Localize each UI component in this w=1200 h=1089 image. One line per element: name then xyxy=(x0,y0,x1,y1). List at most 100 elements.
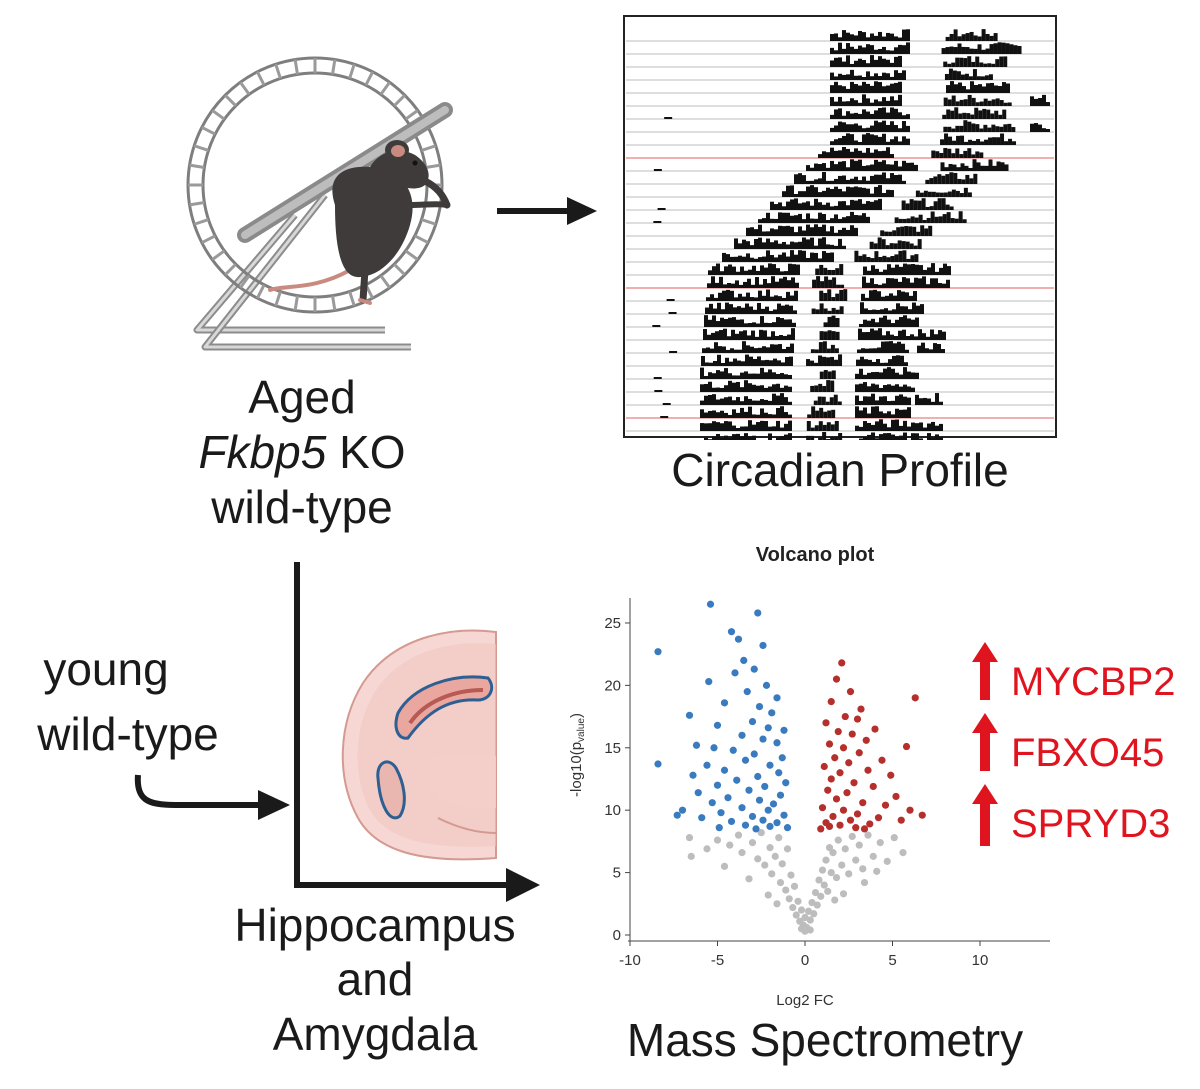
actogram-bar xyxy=(720,271,724,275)
actogram-bar xyxy=(754,258,758,262)
actogram-bar xyxy=(884,308,888,314)
actogram-bar xyxy=(949,34,954,41)
volcano-point-ns xyxy=(768,870,776,878)
actogram-bar xyxy=(1002,109,1007,119)
actogram-bar xyxy=(830,437,835,440)
actogram-bar xyxy=(753,309,757,314)
actogram-bar xyxy=(784,385,788,392)
actogram-bar xyxy=(899,425,903,431)
actogram-bar xyxy=(898,37,902,41)
actogram-bar xyxy=(879,387,883,392)
actogram-bar xyxy=(752,265,756,275)
volcano-point-up xyxy=(825,740,834,748)
actogram-bar xyxy=(796,264,800,275)
actogram-bar xyxy=(768,400,772,405)
actogram-bar xyxy=(871,424,875,431)
volcano-title: Volcano plot xyxy=(756,544,875,566)
actogram-bar xyxy=(729,304,733,314)
actogram-bar xyxy=(879,411,883,418)
actogram-bar xyxy=(748,406,752,418)
actogram-bar xyxy=(740,319,744,327)
actogram-bar xyxy=(945,47,950,54)
actogram-bar xyxy=(707,334,711,340)
actogram-bar xyxy=(719,330,723,340)
actogram-bar xyxy=(919,422,923,431)
actogram-bar xyxy=(764,322,768,327)
actogram-bar xyxy=(964,165,969,171)
volcano-point-down xyxy=(706,600,715,608)
actogram-bar xyxy=(826,231,830,236)
volcano-point-down xyxy=(773,739,781,747)
volcano-point-down xyxy=(755,796,764,804)
actogram-bar xyxy=(703,329,707,340)
actogram-bar xyxy=(894,100,898,106)
actogram-bar xyxy=(913,291,917,301)
actogram-bar xyxy=(906,336,910,340)
actogram-bar xyxy=(902,136,906,145)
volcano-point-ns xyxy=(817,892,825,900)
actogram-bar xyxy=(953,172,958,184)
actogram-bar xyxy=(827,371,832,379)
actogram-bar xyxy=(746,241,750,249)
actogram-bar xyxy=(854,176,858,184)
actogram-bar xyxy=(788,420,792,431)
actogram-bar xyxy=(878,256,883,262)
actogram-bar xyxy=(862,254,867,262)
actogram-bar xyxy=(744,371,748,379)
volcano-point-up xyxy=(829,812,837,821)
actogram-bar xyxy=(870,193,874,197)
actogram-bar xyxy=(939,401,943,405)
actogram-bar xyxy=(867,422,871,431)
actogram-bar xyxy=(935,151,940,158)
actogram-bar xyxy=(768,414,772,418)
actogram-bar xyxy=(963,58,968,67)
actogram-bar xyxy=(948,68,953,80)
actogram-bar xyxy=(826,357,831,366)
actogram-bar xyxy=(750,257,754,262)
volcano-point-ns xyxy=(825,844,834,852)
volcano-point-up xyxy=(817,825,825,833)
actogram-bar xyxy=(894,47,898,54)
actogram-bar xyxy=(952,140,957,145)
actogram-bar xyxy=(836,284,841,288)
actogram-bar xyxy=(879,419,883,431)
actogram-bar xyxy=(732,400,736,405)
actogram-bar xyxy=(974,85,979,93)
actogram-bar xyxy=(915,264,919,275)
actogram-bar xyxy=(822,172,826,184)
volcano-point-up xyxy=(853,715,862,723)
actogram-bar xyxy=(911,387,915,392)
actogram-bar xyxy=(842,86,846,93)
volcano-point-up xyxy=(846,688,855,696)
actogram-bar xyxy=(740,387,744,392)
actogram-bar xyxy=(866,83,870,93)
actogram-bar xyxy=(842,201,846,210)
actogram-bar xyxy=(741,307,745,314)
actogram-bar xyxy=(858,255,863,262)
actogram-bar xyxy=(776,408,780,418)
actogram-bar xyxy=(862,47,866,54)
actogram-bar xyxy=(911,372,915,379)
actogram-bar xyxy=(934,278,938,288)
actogram-bar xyxy=(822,251,826,262)
actogram-bar xyxy=(763,330,767,340)
actogram-bar xyxy=(742,256,746,262)
actogram-bar xyxy=(894,56,898,67)
actogram-bar xyxy=(862,152,866,158)
actogram-bar xyxy=(964,73,969,80)
actogram-bar xyxy=(748,269,752,275)
actogram-bar xyxy=(834,57,838,67)
actogram-bar xyxy=(767,336,771,340)
actogram-bar xyxy=(768,263,772,275)
actogram-bar xyxy=(734,297,738,301)
actogram-bar xyxy=(798,241,802,249)
actogram-bar xyxy=(967,148,972,158)
actogram-bar xyxy=(894,136,898,145)
actogram-bar xyxy=(910,334,914,340)
actogram-bar xyxy=(822,432,827,440)
actogram-bar xyxy=(794,290,798,301)
actogram-bar xyxy=(749,306,753,314)
actogram-bar xyxy=(873,243,878,249)
actogram-bar xyxy=(862,276,866,288)
actogram-bar xyxy=(886,178,890,184)
